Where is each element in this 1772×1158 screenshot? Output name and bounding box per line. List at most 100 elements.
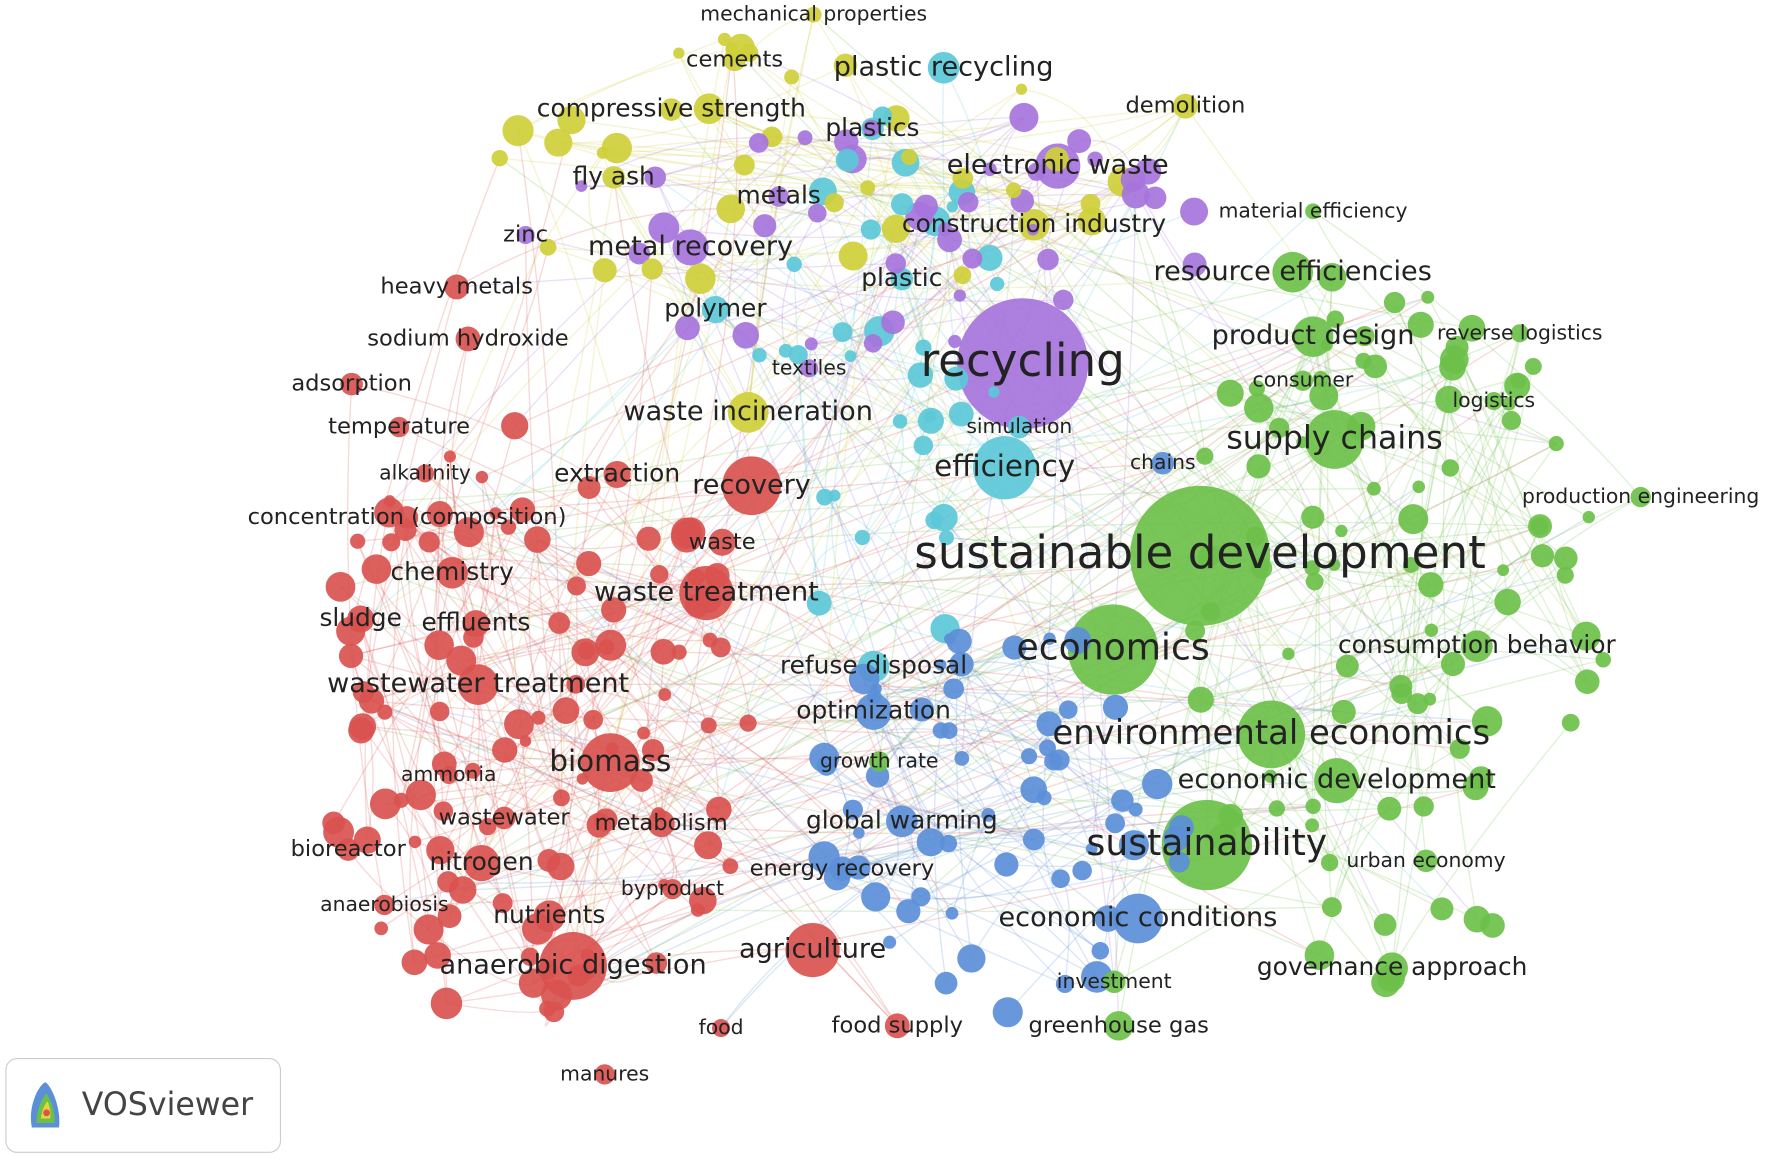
node [566, 674, 586, 694]
node [650, 638, 677, 665]
node [630, 769, 653, 792]
edge [1346, 420, 1512, 667]
edge [350, 655, 1034, 841]
node-label: sodium hydroxide [367, 325, 568, 351]
node [1571, 621, 1601, 651]
node [553, 789, 570, 807]
node [945, 906, 959, 920]
node [374, 894, 395, 916]
node [580, 733, 640, 792]
node [594, 1064, 615, 1085]
node [352, 681, 375, 703]
edge [499, 157, 1272, 735]
node [1328, 558, 1341, 571]
node [1314, 758, 1360, 804]
node [1036, 711, 1062, 737]
node [907, 362, 934, 388]
edge [613, 177, 749, 413]
edge [439, 228, 897, 712]
edge [686, 201, 969, 534]
edge [406, 164, 745, 518]
node [430, 987, 463, 1020]
node [834, 129, 859, 154]
node [426, 501, 453, 528]
node [675, 315, 700, 341]
node-label: metabolism [595, 810, 728, 836]
node [504, 709, 534, 740]
node [1398, 504, 1429, 535]
node [673, 47, 685, 59]
node [455, 326, 481, 352]
node-label: chemistry [390, 557, 513, 586]
edge [663, 227, 1387, 984]
node [717, 32, 732, 47]
node [768, 186, 789, 207]
node-label: economics [1016, 626, 1209, 669]
edge [1393, 302, 1588, 682]
node [1494, 588, 1521, 616]
node [382, 533, 401, 552]
node [1355, 352, 1372, 369]
node-label: effluents [422, 608, 531, 637]
node [1510, 373, 1527, 389]
edge [405, 529, 860, 834]
node [863, 119, 880, 137]
node [1282, 647, 1295, 661]
node [660, 98, 683, 121]
edge [585, 650, 898, 1027]
node [855, 693, 892, 730]
edge [611, 208, 732, 750]
node [992, 997, 1023, 1028]
node-label: byproduct [621, 876, 724, 900]
node [1250, 557, 1273, 579]
node-label: polymer [664, 294, 767, 323]
node [531, 710, 546, 725]
node-label: anaerobic digestion [439, 949, 706, 980]
logo-text: VOSviewer [82, 1087, 253, 1123]
node [872, 106, 893, 126]
node [1413, 796, 1434, 817]
node [685, 593, 710, 618]
edge [1374, 366, 1427, 861]
node [645, 952, 668, 974]
edge [414, 555, 1201, 843]
node [658, 878, 670, 891]
edge [481, 477, 563, 799]
edge [528, 539, 563, 799]
node [708, 528, 736, 556]
node [1002, 635, 1027, 660]
edge [350, 576, 697, 657]
node [1053, 289, 1074, 311]
node [1077, 207, 1107, 236]
node [881, 214, 911, 244]
node [1354, 326, 1375, 347]
edge [350, 655, 483, 864]
node [1595, 651, 1611, 668]
node [439, 765, 458, 785]
node [1524, 357, 1542, 375]
node [475, 470, 489, 484]
edge [371, 576, 697, 702]
node-label: consumption behavior [1338, 630, 1617, 659]
node [1412, 480, 1426, 494]
edge [1390, 333, 1521, 979]
edge [610, 455, 1206, 646]
node [1197, 554, 1213, 570]
node-label: cements [686, 46, 783, 72]
node [994, 852, 1019, 877]
edge [841, 797, 1045, 870]
edge [744, 164, 1473, 329]
node [1196, 447, 1214, 465]
node [702, 632, 718, 648]
node [844, 350, 857, 362]
node-label: waste incineration [623, 396, 873, 427]
node [1440, 652, 1466, 677]
edge [1363, 335, 1588, 683]
node [860, 219, 881, 240]
node [1497, 564, 1510, 577]
edge [602, 105, 1186, 154]
node [1143, 186, 1167, 210]
node [1055, 974, 1074, 994]
edge [858, 635, 1587, 869]
node-label: textiles [772, 355, 847, 379]
